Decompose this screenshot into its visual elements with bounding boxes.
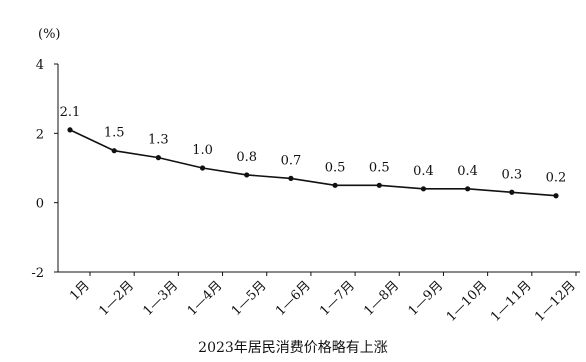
data-label: 1.5 [104,126,125,141]
data-label: 0.8 [236,150,257,165]
x-tick-label: 1月 [67,278,93,304]
data-label: 1.0 [192,143,213,158]
data-label: 0.7 [281,153,302,168]
data-label: 2.1 [60,105,81,120]
data-label: 0.3 [501,167,522,182]
y-axis-label: (%) [38,27,61,42]
data-point [420,186,427,192]
x-tick-label: 1—11月 [488,278,535,325]
data-label: 0.5 [369,160,390,175]
labels-layer: 2.1 1.5 1.3 1.0 0.8 0.7 0.5 0.5 0.4 0.4 0.3 0.2 [60,105,567,186]
x-tick-label: 1—3月 [141,278,182,319]
data-point [199,165,206,171]
data-label: 0.4 [457,164,478,179]
x-tick-label: 1—10月 [444,278,491,325]
data-label: 0.4 [413,164,434,179]
data-point [244,172,250,178]
x-tick-labels: 1月 1—2月 1—3月 1—4月 1—5月 1—6月 1—7月 1—8月 1—9月1—10月1… [67,278,579,325]
x-tick-label: 1—6月 [273,278,314,319]
data-point [509,189,515,195]
data-point [465,186,471,192]
data-point [67,127,73,133]
points-layer [67,127,559,199]
x-tick-label: 1—7月 [317,278,358,319]
series-line [69,129,557,197]
x-tick-label: 1—5月 [229,278,270,319]
data-point [155,155,161,161]
data-point [332,182,338,188]
x-tick-label: 1—9月 [406,278,447,319]
chart-caption: 2023年居民消费价格略有上涨 [198,340,388,356]
y-tick-label: 0 [36,197,44,212]
line-layer [69,129,557,197]
y-tick-label: 4 [36,58,44,73]
y-tick-labels: 4 2 0 -2 [31,58,44,281]
data-label: 0.2 [546,171,567,186]
data-point [288,175,294,181]
y-tick-label: 2 [36,127,44,142]
data-point [111,148,117,154]
x-tick-label: 1—12月 [532,278,579,325]
data-label: 0.5 [325,160,346,175]
x-tick-label: 1—4月 [185,278,226,319]
x-tick-label: 1—2月 [96,278,137,319]
y-tick-label: -2 [31,266,44,281]
data-point [553,193,559,199]
data-label: 1.3 [148,133,169,148]
data-point [376,182,382,188]
x-tick-label: 1—8月 [361,278,402,319]
axes-layer [54,63,580,276]
